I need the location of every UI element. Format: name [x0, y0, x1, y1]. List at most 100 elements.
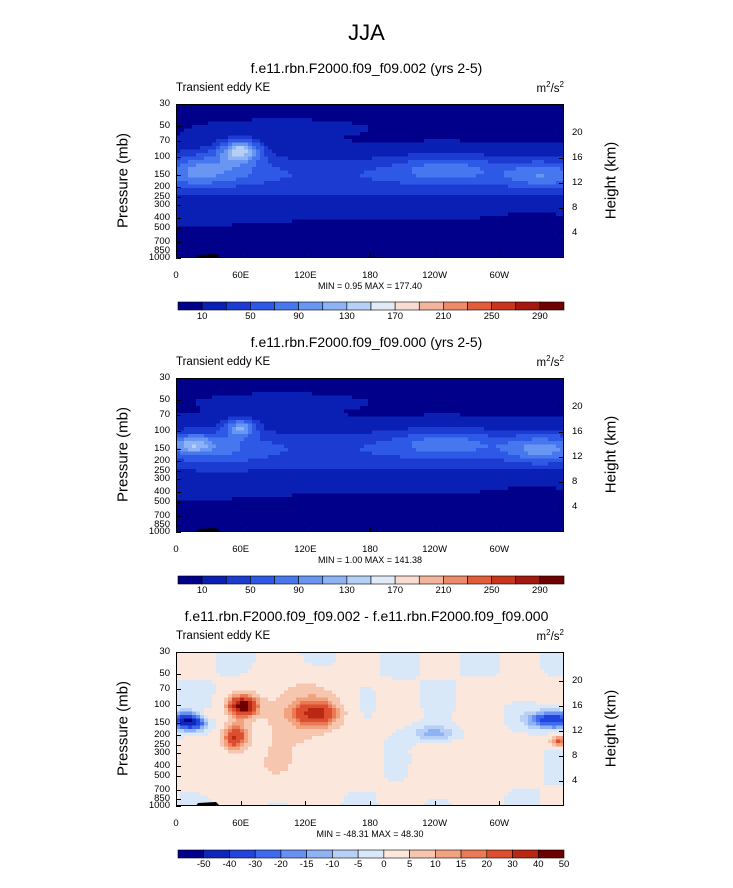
contour-cell [336, 378, 341, 383]
contour-cell [528, 188, 533, 193]
contour-cell [268, 395, 273, 400]
contour-cell [372, 226, 377, 231]
contour-cell [368, 202, 373, 207]
contour-cell [280, 135, 285, 140]
contour-cell [432, 223, 437, 228]
contour-cell [208, 223, 213, 228]
contour-cell [368, 378, 373, 383]
contour-cell [336, 395, 341, 400]
x-tick-mark [370, 253, 371, 258]
contour-cell [436, 153, 441, 158]
contour-cell [180, 132, 185, 137]
contour-cell [496, 107, 501, 112]
contour-cell [552, 170, 557, 175]
contour-cell [548, 181, 553, 186]
contour-cell [220, 205, 225, 210]
contour-cell [260, 146, 265, 151]
contour-cell [436, 212, 441, 217]
contour-cell [252, 237, 257, 242]
contour-cell [264, 212, 269, 217]
contour-cell [376, 132, 381, 137]
contour-cell [248, 181, 253, 186]
contour-cell [492, 223, 497, 228]
contour-cell [512, 149, 517, 154]
contour-cell [492, 191, 497, 196]
contour-cell [476, 184, 481, 189]
contour-cell [460, 240, 465, 245]
contour-cell [528, 378, 533, 383]
contour-cell [236, 251, 241, 256]
contour-cell [292, 399, 297, 404]
contour-cell [220, 195, 225, 200]
contour-cell [552, 125, 557, 130]
contour-cell [448, 125, 453, 130]
contour-cell [184, 121, 189, 126]
contour-cell [344, 146, 349, 151]
contour-cell [360, 195, 365, 200]
contour-cell [416, 247, 421, 252]
contour-cell [284, 181, 289, 186]
contour-cell [300, 202, 305, 207]
contour-cell [480, 153, 485, 158]
contour-cell [200, 146, 205, 151]
contour-cell [316, 181, 321, 186]
contour-cell [188, 223, 193, 228]
contour-cell [364, 212, 369, 217]
contour-cell [280, 111, 285, 116]
contour-cell [292, 244, 297, 249]
contour-cell [544, 184, 549, 189]
contour-cell [232, 184, 237, 189]
contour-cell [388, 135, 393, 140]
contour-cell [516, 181, 521, 186]
contour-cell [276, 125, 281, 130]
contour-cell [220, 198, 225, 203]
contour-cell [424, 156, 429, 161]
contour-cell [396, 163, 401, 168]
contour-cell [292, 381, 297, 386]
contour-cell [464, 163, 469, 168]
contour-cell [324, 198, 329, 203]
contour-cell [328, 233, 333, 238]
contour-cell [552, 111, 557, 116]
contour-cell [472, 378, 477, 383]
contour-cell [212, 153, 217, 158]
contour-cell [312, 395, 317, 400]
contour-cell [324, 170, 329, 175]
contour-cell [520, 128, 525, 133]
contour-cell [232, 104, 237, 109]
contour-cell [552, 160, 557, 165]
contour-cell [316, 111, 321, 116]
contour-cell [284, 392, 289, 397]
contour-cell [296, 149, 301, 154]
contour-cell [336, 191, 341, 196]
contour-cell [468, 118, 473, 123]
contour-cell [324, 128, 329, 133]
contour-cell [440, 160, 445, 165]
contour-cell [360, 216, 365, 221]
contour-cell [236, 104, 241, 109]
contour-cell [340, 216, 345, 221]
contour-cell [432, 156, 437, 161]
contour-cell [192, 392, 197, 397]
contour-cell [428, 177, 433, 182]
contour-cell [556, 170, 561, 175]
contour-cell [216, 104, 221, 109]
contour-cell [348, 205, 353, 210]
contour-cell [340, 378, 345, 383]
contour-cell [216, 111, 221, 116]
contour-cell [524, 395, 529, 400]
contour-cell [444, 142, 449, 147]
contour-cell [560, 254, 564, 258]
contour-cell [360, 212, 365, 217]
contour-cell [268, 244, 273, 249]
contour-cell [328, 240, 333, 245]
contour-cell [536, 177, 541, 182]
contour-cell [220, 385, 225, 390]
contour-cell [324, 212, 329, 217]
contour-cell [200, 184, 205, 189]
contour-cell [552, 114, 557, 119]
contour-cell [548, 240, 553, 245]
contour-cell [416, 188, 421, 193]
contour-cell [328, 205, 333, 210]
contour-cell [400, 114, 405, 119]
